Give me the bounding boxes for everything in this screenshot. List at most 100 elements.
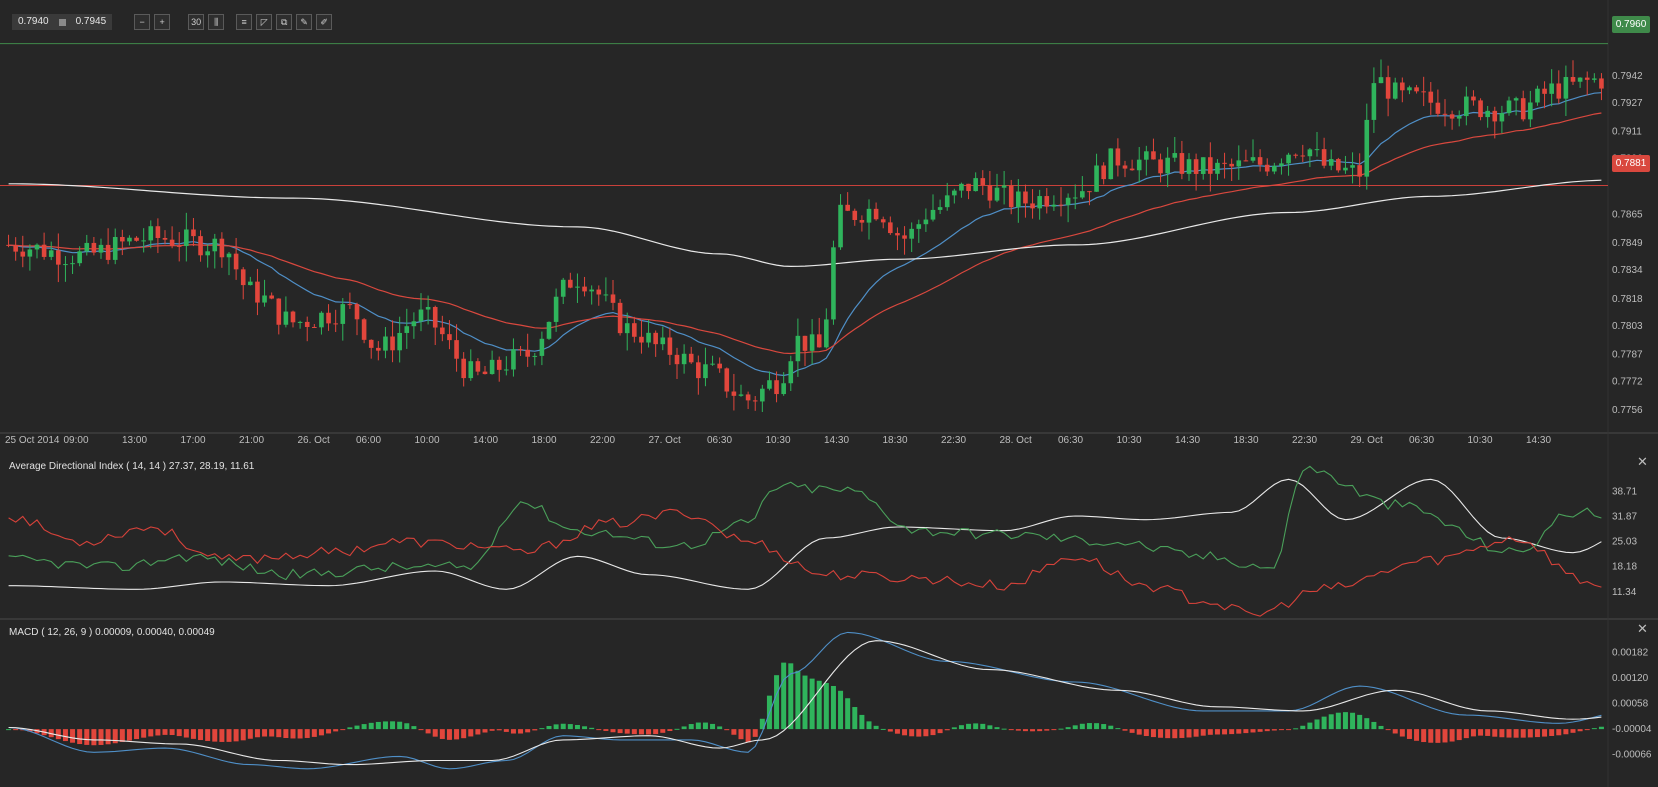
candle [866,199,872,240]
candle-body [141,240,146,242]
candle-body [603,294,609,296]
macd-histogram-bar [838,690,844,730]
candle-body [347,304,353,306]
indicators-icon[interactable]: ≡ [236,14,253,30]
candle [1599,73,1604,101]
macd-histogram-bar [176,729,182,737]
candle [233,237,239,280]
candle-body [511,349,516,370]
macd-histogram-bar [475,729,481,735]
macd-histogram-bar [418,729,424,731]
close-macd-panel-icon[interactable]: ✕ [1637,621,1648,636]
price-tick-label: 0.7927 [1612,98,1643,109]
candlestick-type-icon[interactable]: ⫼ [208,14,225,30]
zoom-in-icon[interactable]: + [154,14,171,30]
candle-body [696,362,701,379]
candle-body [575,286,580,288]
pencil-icon[interactable]: ✐ [316,14,333,30]
price-tick-label: 0.7834 [1612,265,1643,276]
macd-histogram-bar [596,729,602,731]
timeframe-button[interactable]: 30 [188,14,205,30]
macd-histogram-bar [930,729,936,736]
candle [1506,96,1512,116]
chart-toolbar: 0.7940 0.7945 − + 30 ⫼ ≡ ◸ ⧉ ✎ ✐ [12,14,333,30]
macd-histogram-bar [1478,729,1484,736]
candle-body [1037,196,1042,209]
candle [1456,110,1462,127]
candle-body [148,226,154,241]
candle [831,240,836,325]
candle [1264,158,1270,177]
macd-histogram-bar [183,729,189,738]
adx-panel-title: Average Directional Index ( 14, 14 ) 27.… [9,461,255,472]
price-tick-label: 0.7942 [1612,71,1643,82]
candle [1471,90,1476,106]
macd-histogram-bar [425,729,431,734]
candle [1492,106,1498,139]
draw-tool-icon[interactable]: ✎ [296,14,313,30]
macd-histogram-bar [205,729,211,741]
time-tick-label: 06:00 [356,435,381,446]
macd-histogram-bar [1143,729,1149,737]
candle-body [1364,119,1370,177]
time-tick-label: 13:00 [122,435,147,446]
candle [710,355,715,366]
spread-separator-icon [58,18,66,26]
candle [447,320,452,350]
macd-histogram-bar [973,723,979,730]
candle [354,302,360,336]
macd-histogram-bar [240,729,246,741]
copy-chart-icon[interactable]: ⧉ [276,14,293,30]
macd-histogram-bar [1485,729,1491,736]
macd-histogram-bar [1542,729,1548,737]
macd-histogram-bar [1556,729,1562,736]
macd-histogram-bar [1456,729,1462,741]
candle [1293,153,1298,159]
macd-histogram-bar [148,729,154,737]
candle-body [304,321,310,327]
macd-histogram-bar [6,729,12,731]
macd-histogram-bar [951,727,957,730]
macd-histogram-bar [646,729,652,735]
macd-histogram-bar [631,729,637,735]
chart-area-icon[interactable]: ◸ [256,14,273,30]
close-adx-panel-icon[interactable]: ✕ [1637,454,1648,469]
fast-moving-average-line [8,92,1602,377]
candle-body [1350,165,1355,168]
macd-histogram-bar [1584,729,1590,731]
macd-histogram-bar [1321,716,1327,730]
macd-histogram-bar [653,729,659,735]
macd-histogram-bar [1158,729,1164,738]
candle-body [1300,155,1306,157]
macd-tick-label: -0.00066 [1612,750,1652,761]
candle [84,234,90,256]
candle [959,182,964,198]
candle-body [909,228,914,239]
zoom-out-icon[interactable]: − [134,14,151,30]
candle-body [1385,77,1391,99]
ask-price: 0.7945 [75,16,107,27]
macd-histogram-bar [126,729,132,741]
macd-lines [8,631,1602,770]
candle-body [532,355,538,357]
macd-histogram-bar [553,724,559,730]
candle-body [589,289,594,292]
candle [1300,144,1306,163]
candle-body [1272,165,1277,172]
candle [553,288,559,332]
candle [1442,99,1448,127]
candle [1037,189,1042,220]
candle [1549,69,1554,107]
macd-histogram-bar [603,729,609,731]
macd-histogram-bar [397,721,403,730]
macd-histogram-bar [994,727,1000,730]
candle-body [724,368,730,392]
candle-body [888,222,893,234]
candle-body [1136,159,1142,171]
di-line [8,508,1602,617]
time-tick-label: 06:30 [1058,435,1083,446]
candle [1151,138,1156,160]
candle [70,255,75,274]
macd-histogram-bar [1193,729,1199,737]
